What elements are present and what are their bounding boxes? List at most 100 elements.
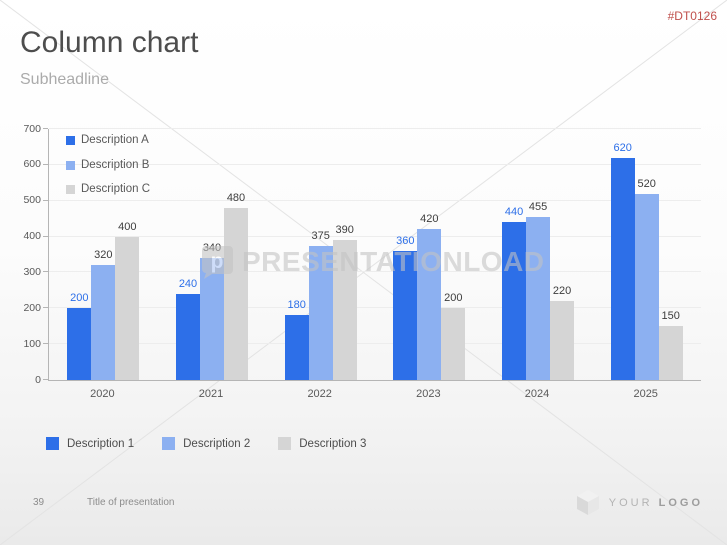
bar-value-label: 220 [552, 285, 572, 298]
legend-swatch [66, 185, 75, 195]
y-tick-mark [43, 163, 48, 165]
logo-word-light: YOUR [608, 496, 653, 509]
page-number: 39 [33, 497, 45, 508]
bar-value-label: 180 [287, 299, 306, 312]
gridline [49, 343, 701, 345]
y-tick-label: 700 [23, 122, 41, 135]
legend-swatch [46, 437, 59, 450]
gridline [49, 307, 701, 309]
bottom-legend: Description 1 Description 2 Description 3 [46, 437, 366, 450]
bar-column: 455 [526, 129, 551, 380]
bar-column: 420 [417, 129, 442, 380]
legend-swatch [162, 437, 176, 450]
gridline [49, 235, 701, 237]
bar-value-label: 150 [661, 310, 680, 323]
bar [417, 229, 442, 380]
legend-label: Description C [81, 183, 151, 195]
bar-value-label: 240 [178, 277, 198, 290]
bar-column: 240 [176, 129, 200, 380]
bar-group: 620 520 150 [592, 129, 701, 380]
legend-swatch [66, 160, 75, 170]
bar [200, 258, 224, 380]
bar-value-label: 420 [420, 213, 439, 226]
chart-plot-area: 200 320 400 240 340 480 180 375 390 360 420 200 440 4… [48, 128, 701, 381]
gridline [49, 271, 701, 273]
bar [176, 293, 200, 380]
y-tick-mark [43, 379, 48, 380]
bar [502, 222, 527, 380]
logo-word-bold: LOGO [658, 496, 703, 509]
legend-label: Description 3 [299, 437, 367, 450]
x-axis-labels: 2020 2021 2022 2023 2024 2025 [48, 388, 700, 400]
bar [658, 326, 683, 380]
bar-group: 440 455 220 [484, 129, 593, 380]
bar-group: 200 320 400 [49, 129, 158, 380]
chart-legend-item: Description C [66, 183, 151, 196]
bar [393, 250, 418, 380]
chart-legend: Description A Description B Description C [66, 134, 151, 196]
bar [284, 315, 309, 380]
legend-label: Description 1 [67, 437, 135, 450]
bottom-legend-item: Description 3 [278, 437, 366, 450]
bar-column: 520 [634, 129, 659, 380]
bar-column: 340 [200, 129, 224, 380]
bar [550, 301, 575, 380]
bar-value-label: 200 [444, 292, 463, 305]
bar [67, 308, 92, 380]
bar-value-label: 200 [70, 292, 89, 305]
product-code: #DT0126 [667, 9, 717, 23]
y-tick-mark [43, 271, 48, 273]
bar-value-label: 375 [311, 229, 330, 242]
bar-value-label: 455 [528, 200, 548, 213]
bar-value-label: 390 [335, 224, 354, 237]
bar [224, 207, 248, 380]
bar-value-label: 520 [637, 177, 656, 190]
y-axis-ticks [43, 128, 48, 380]
y-tick-label: 100 [23, 337, 41, 350]
bar-value-label: 620 [613, 141, 632, 154]
gridline [49, 163, 701, 165]
x-tick-label: 2024 [524, 388, 550, 400]
bar [634, 193, 659, 380]
bar-column: 360 [393, 129, 418, 380]
bar [441, 308, 466, 380]
x-tick-label: 2025 [633, 388, 658, 400]
legend-swatch [66, 136, 75, 146]
y-tick-mark [43, 128, 48, 129]
x-tick-label: 2021 [198, 388, 224, 400]
subtitle: Subheadline [20, 71, 109, 88]
y-axis-labels: 0 100 200 300 400 500 600 700 [0, 123, 41, 384]
y-tick-label: 500 [23, 194, 41, 207]
bar [610, 157, 635, 380]
chart-legend-item: Description A [66, 134, 150, 147]
bar-column: 180 [284, 129, 309, 380]
bar-group: 360 420 200 [375, 129, 484, 380]
bar-value-label: 400 [118, 220, 137, 233]
bar-value-label: 440 [504, 206, 524, 219]
y-tick-label: 400 [23, 230, 41, 243]
bar [308, 245, 333, 380]
y-tick-mark [43, 307, 48, 309]
bar-value-label: 360 [396, 234, 415, 247]
y-tick-label: 0 [35, 373, 41, 386]
x-tick-label: 2023 [416, 388, 441, 400]
logo-text: YOUR LOGO [609, 497, 703, 509]
bar [115, 236, 140, 380]
x-tick-label: 2022 [307, 388, 332, 400]
bar-group: 240 340 480 [158, 129, 267, 380]
chart-legend-item: Description B [66, 158, 150, 172]
bar [91, 265, 116, 380]
bar-column: 200 [67, 129, 92, 380]
legend-swatch [278, 437, 292, 450]
bottom-legend-item: Description 1 [46, 437, 134, 450]
y-tick-label: 300 [23, 265, 41, 278]
bar-column: 440 [502, 129, 527, 380]
bar-value-label: 320 [94, 249, 113, 262]
y-tick-mark [43, 199, 48, 201]
bar [526, 216, 551, 380]
bar-column: 620 [610, 129, 635, 380]
legend-label: Description B [81, 158, 150, 171]
bar-column: 220 [550, 129, 575, 380]
bar-value-label: 480 [226, 191, 246, 204]
